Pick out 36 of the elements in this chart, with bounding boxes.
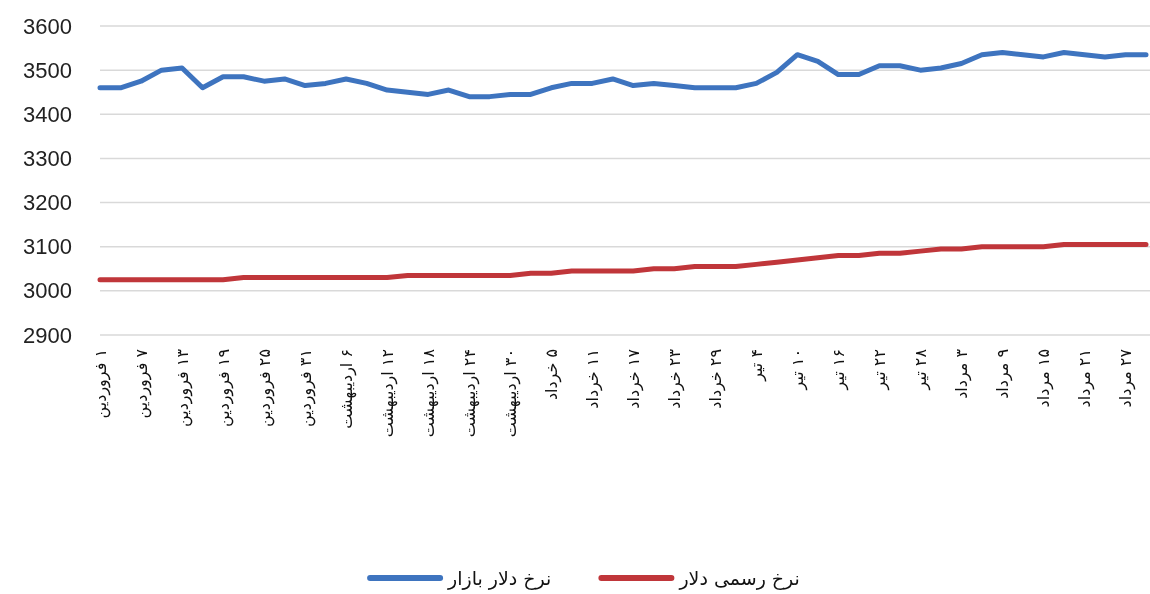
x-tick-label: ۲۷ مرداد	[1115, 348, 1136, 408]
y-tick-label: 3200	[23, 190, 72, 216]
x-tick-label: ۱۸ اردیبهشت	[418, 348, 439, 438]
x-tick-label: ۱۷ خرداد	[623, 348, 644, 409]
x-tick-label: ۱۰ تیر	[787, 349, 808, 391]
x-tick-label: ۱۵ مرداد	[1033, 349, 1054, 408]
x-tick-label: ۲۵ فروردین	[254, 349, 275, 427]
x-tick-label: ۲۲ تیر	[869, 349, 890, 391]
x-tick-label: ۲۴ اردیبهشت	[459, 349, 480, 438]
x-tick-label: ۵ خرداد	[541, 349, 562, 401]
x-tick-label: ۱۲ اردیبهشت	[377, 349, 398, 438]
x-tick-label: ۷ فروردین	[131, 348, 152, 419]
y-tick-label: 3300	[23, 145, 72, 171]
x-tick-label: ۲۹ خرداد	[705, 349, 726, 409]
legend-label: نرخ دلار بازار	[447, 567, 552, 590]
y-tick-label: 3400	[23, 101, 72, 127]
y-tick-label: 3000	[23, 278, 72, 304]
x-tick-label: ۶ اردیبهشت	[336, 349, 357, 429]
x-tick-label: ۲۳ خرداد	[664, 348, 685, 409]
y-tick-label: 3100	[23, 234, 72, 260]
x-tick-label: ۱۶ تیر	[828, 349, 849, 391]
x-tick-label: ۱۳ فروردین	[172, 348, 193, 427]
y-tick-label: 3500	[23, 57, 72, 83]
x-tick-label: ۳۱ فروردین	[295, 349, 316, 427]
x-tick-label: ۱ فروردین	[90, 349, 111, 419]
y-tick-label: 3600	[23, 13, 72, 39]
y-tick-label: 2900	[23, 322, 72, 348]
x-tick-label: ۴ تیر	[746, 349, 767, 382]
x-tick-label: ۲۸ تیر	[910, 348, 931, 391]
x-tick-label: ۹ مرداد	[992, 349, 1013, 399]
x-tick-label: ۲۱ مرداد	[1074, 349, 1095, 408]
legend-label: نرخ رسمی دلار	[678, 567, 800, 590]
x-tick-label: ۳ مرداد	[951, 348, 972, 399]
x-tick-label: ۱۹ فروردین	[213, 349, 234, 427]
x-tick-label: ۳۰ اردیبهشت	[500, 349, 521, 438]
x-tick-label: ۱۱ خرداد	[582, 349, 603, 409]
